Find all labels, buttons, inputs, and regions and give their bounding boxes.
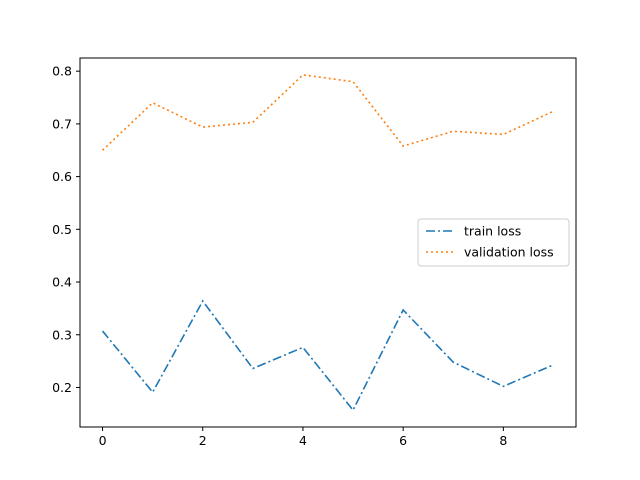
axes-frame	[79, 57, 577, 428]
y-tick-label: 0.3	[52, 327, 72, 342]
legend-box	[417, 218, 570, 267]
legend-label: validation loss	[464, 245, 554, 260]
legend-label: train loss	[464, 224, 521, 239]
series-layer	[101, 74, 554, 412]
y-tick-label: 0.2	[52, 380, 72, 395]
x-tick-label: 8	[499, 433, 507, 448]
x-tick-label: 0	[99, 433, 107, 448]
x-axis: 0 2 4 6 8	[99, 427, 507, 448]
y-tick-label: 0.5	[52, 222, 72, 237]
y-tick-label: 0.4	[52, 275, 72, 290]
series-line-train-loss	[101, 299, 554, 412]
x-tick-label: 6	[399, 433, 407, 448]
y-tick-label: 0.6	[52, 169, 72, 184]
x-tick-label: 2	[199, 433, 207, 448]
y-axis: 0.2 0.3 0.4 0.5 0.6 0.7 0.8	[52, 64, 80, 395]
y-tick-label: 0.7	[52, 116, 72, 131]
legend: train loss validation loss	[417, 218, 570, 267]
series-line-validation-loss	[101, 74, 554, 151]
y-tick-label: 0.8	[52, 64, 72, 79]
x-tick-label: 4	[299, 433, 307, 448]
